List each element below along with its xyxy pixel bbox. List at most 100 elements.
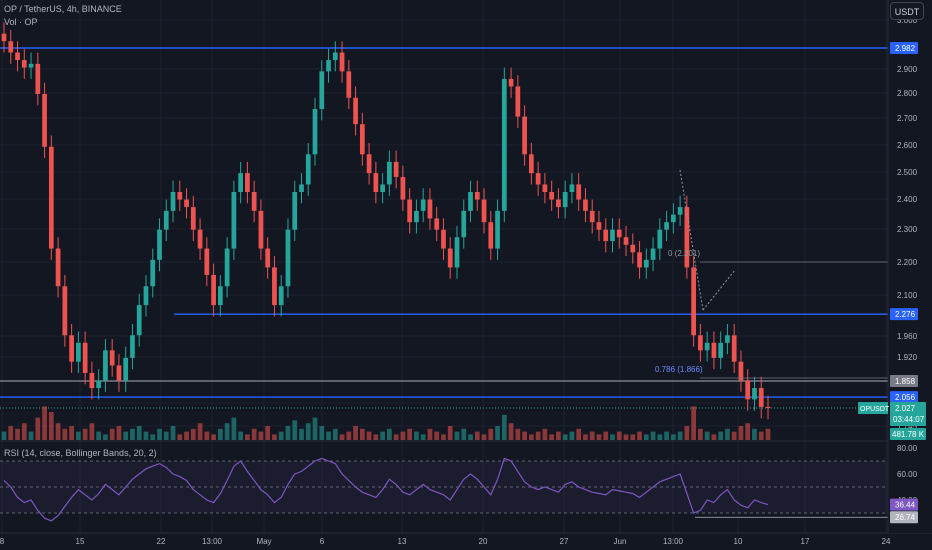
candle-body xyxy=(522,116,527,155)
y-tick-label: 2.400 xyxy=(897,195,918,204)
candle-body xyxy=(373,173,379,193)
volume-bar xyxy=(339,434,345,440)
candle-body xyxy=(481,199,487,223)
symbol-title[interactable]: OP / TetherUS, 4h, BINANCE xyxy=(4,4,122,14)
candle-body xyxy=(407,199,413,223)
volume-bar xyxy=(109,428,115,440)
candle-body xyxy=(258,210,264,249)
volume-bar xyxy=(549,434,555,440)
rsi-y-tick-label: 60.00 xyxy=(897,470,918,479)
currency-button[interactable]: USDT xyxy=(890,2,924,20)
candle-body xyxy=(109,350,115,366)
volume-bars xyxy=(1,406,771,440)
candle-body xyxy=(170,192,176,211)
candle-body xyxy=(312,109,318,155)
candle-body xyxy=(501,78,507,211)
volume-bar xyxy=(326,431,331,440)
volume-bar xyxy=(387,428,392,440)
y-tick-label: 2.100 xyxy=(897,291,918,300)
symbol-tag-label: OPUSDT xyxy=(860,406,890,413)
candle-body xyxy=(190,207,196,230)
volume-bar xyxy=(278,431,284,440)
volume-bar xyxy=(407,428,413,440)
volume-bar xyxy=(643,434,649,440)
fib-label: 0.786 (1.866) xyxy=(655,365,703,374)
candle-body xyxy=(89,372,95,389)
volume-bar xyxy=(62,428,68,440)
horizontal-levels[interactable] xyxy=(0,47,888,409)
volume-bar xyxy=(359,428,365,440)
fib-label: 0 (2.201) xyxy=(668,249,700,258)
rsi-value-tag xyxy=(890,511,918,524)
volume-bar xyxy=(89,423,95,440)
volume-bar xyxy=(758,431,764,440)
volume-bar xyxy=(556,431,561,440)
candle-body xyxy=(339,52,345,72)
candle-body xyxy=(725,335,730,343)
candle-body xyxy=(758,388,764,407)
candle-body xyxy=(251,192,257,211)
volume-bar xyxy=(190,428,196,440)
volume-bar xyxy=(8,426,14,440)
candle-body xyxy=(238,173,244,193)
y-tick-label: 1.920 xyxy=(897,353,918,362)
volume-bar xyxy=(468,434,473,440)
candle-body xyxy=(441,229,446,249)
candle-body xyxy=(15,52,20,61)
candle-body xyxy=(765,406,771,409)
volume-bar xyxy=(319,426,325,440)
volume-bar xyxy=(752,428,757,440)
volume-bar xyxy=(711,434,717,440)
candle-body xyxy=(400,176,406,200)
x-tick-label: 8 xyxy=(0,537,5,546)
volume-bar xyxy=(576,428,582,440)
volume-bar xyxy=(765,428,771,440)
candle-body xyxy=(616,229,622,238)
time-axis[interactable]: 8 15 22 13:00 May 6 13 20 27 Jun 13:00 10 17 24 xyxy=(0,537,891,546)
x-tick-label: May xyxy=(256,537,271,546)
volume-label[interactable]: Vol · OP xyxy=(4,17,38,27)
candle-body xyxy=(657,229,663,249)
candle-body xyxy=(542,184,548,193)
candle-body xyxy=(387,161,392,185)
candle-body xyxy=(677,207,683,215)
volume-bar xyxy=(650,431,656,440)
volume-bar xyxy=(454,431,460,440)
volume-bar xyxy=(684,426,690,440)
candle-body xyxy=(1,33,7,42)
price-axis[interactable]: 3.000 2.900 2.800 2.700 2.600 2.500 2.400 2.300… xyxy=(858,0,932,533)
x-tick-label: 13:00 xyxy=(663,537,684,546)
volume-bar xyxy=(393,434,399,440)
candle-body xyxy=(447,248,453,268)
volume-bar xyxy=(542,428,548,440)
volume-bar xyxy=(150,434,156,440)
candle-body xyxy=(745,380,751,400)
rsi-value-label: 36.44 xyxy=(895,501,916,510)
fib-retracement[interactable]: 0 (2.201) 0.786 (1.866) xyxy=(655,169,888,379)
volume-bar xyxy=(495,426,500,440)
volume-bar xyxy=(522,431,527,440)
candle-body xyxy=(569,184,575,193)
volume-bar xyxy=(76,431,81,440)
candle-body xyxy=(623,237,629,245)
candle-body xyxy=(204,248,210,275)
level-price-tag xyxy=(890,391,918,404)
volume-bar xyxy=(562,434,568,440)
volume-bar xyxy=(258,431,264,440)
last-price-label: 2.027 xyxy=(895,404,916,413)
volume-bar xyxy=(447,426,453,440)
rsi-title[interactable]: RSI (14, close, Bollinger Bands, 20, 2) xyxy=(4,448,157,458)
volume-bar xyxy=(217,428,223,440)
volume-bar xyxy=(501,414,507,440)
volume-bar xyxy=(366,431,372,440)
volume-bar xyxy=(670,434,676,440)
candle-body xyxy=(305,154,311,185)
y-tick-label: 2.700 xyxy=(897,114,918,123)
volume-bar xyxy=(69,426,74,440)
candle-body xyxy=(711,342,717,358)
volume-bar xyxy=(312,417,318,440)
volume-bar xyxy=(21,423,27,440)
candle-body xyxy=(359,124,365,155)
volume-bar xyxy=(245,434,250,440)
